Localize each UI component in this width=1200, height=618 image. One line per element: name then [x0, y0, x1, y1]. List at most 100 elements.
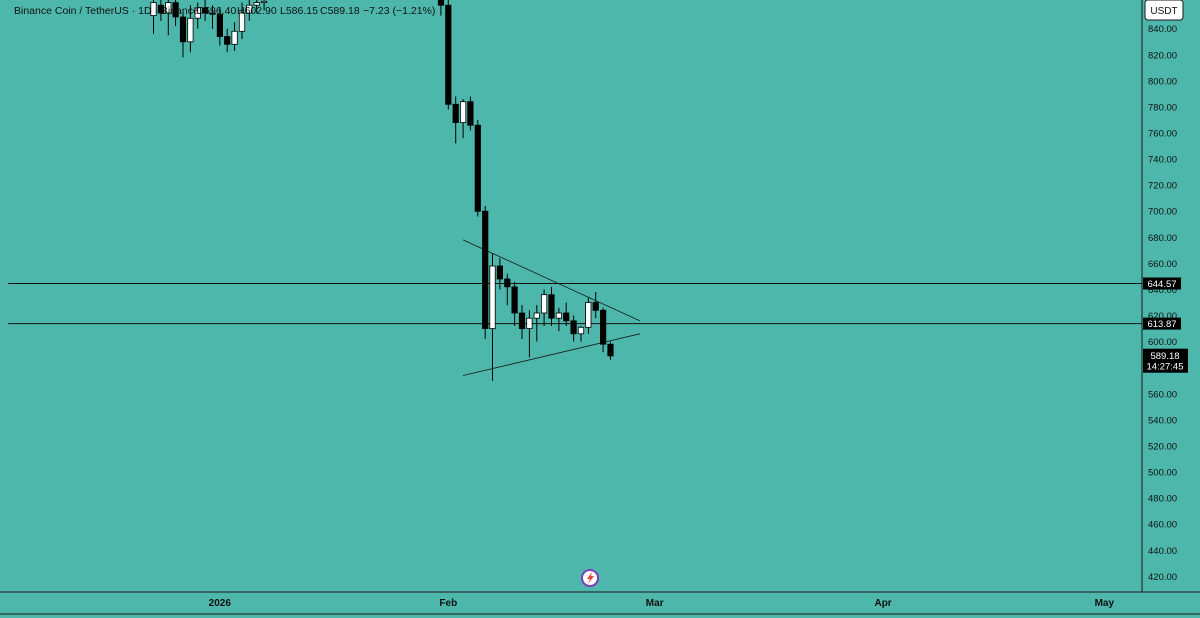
level-price-tag-label: 644.57 [1147, 279, 1176, 290]
last-price-label: 589.18 [1150, 351, 1179, 362]
x-tick-labels: 2026 Feb Mar Apr May [209, 598, 1115, 609]
candle-body [459, 101, 467, 123]
candle-up [555, 307, 563, 332]
candle-down [209, 5, 216, 29]
candle-body [577, 326, 585, 335]
candle-countdown-label: 14:27:45 [1147, 362, 1184, 373]
x-tick-label: May [1095, 598, 1115, 609]
legend-close: C589.18 [320, 5, 360, 17]
candle-body [585, 302, 592, 328]
candle-body [592, 302, 599, 311]
candle-body [194, 7, 201, 19]
candle-body [467, 101, 474, 126]
candles-group [150, 0, 614, 381]
candle-down [172, 0, 179, 27]
candle-body [445, 4, 452, 105]
candle-down [563, 302, 570, 326]
candle-down [201, 0, 209, 21]
candle-body [570, 320, 577, 335]
candle-body [511, 286, 518, 314]
candle-down [504, 273, 511, 306]
candle-down [600, 307, 607, 353]
candle-body [246, 4, 253, 14]
candle-up [187, 5, 194, 53]
candle-up [165, 0, 172, 36]
plot-area[interactable] [0, 0, 1142, 592]
candle-body [187, 17, 194, 43]
candle-down [224, 28, 231, 53]
y-tick-label: 620.00 [1148, 311, 1177, 322]
candle-down [511, 281, 518, 326]
candle-body [489, 265, 496, 329]
candle-body [482, 210, 489, 329]
candle-down [445, 0, 452, 110]
legend-high: H602.90 [237, 5, 277, 17]
candle-body [157, 4, 164, 14]
candle-body [209, 12, 216, 15]
candle-body [172, 2, 179, 18]
candle-body [216, 13, 223, 37]
y-tick-label: 760.00 [1148, 129, 1177, 140]
candle-body [496, 265, 504, 280]
candle-body [600, 309, 607, 345]
y-tick-label: 780.00 [1148, 102, 1177, 113]
level-price-tag [1143, 317, 1181, 330]
candle-body [504, 278, 511, 288]
x-tick-label: Apr [874, 598, 891, 609]
level-price-tag [1143, 277, 1181, 290]
y-tick-label: 680.00 [1148, 233, 1177, 244]
candle-up [231, 22, 238, 51]
brand-logo-icon[interactable] [581, 569, 599, 587]
price-axis[interactable] [1142, 0, 1200, 592]
candle-down [467, 96, 474, 131]
candle-body [533, 312, 540, 319]
candle-up [541, 289, 548, 326]
candle-down [518, 305, 526, 339]
candle-body [526, 317, 533, 330]
candle-down [570, 315, 577, 342]
legend-symbol: Binance Coin / TetherUS · 1D · Binance [14, 5, 199, 17]
candle-up [585, 297, 592, 334]
x-tick-label: Mar [646, 598, 664, 609]
candle-body [474, 124, 481, 212]
last-price-tag [1143, 348, 1188, 373]
currency-button[interactable] [1144, 0, 1184, 21]
candle-up [489, 253, 496, 381]
candle-down [437, 0, 445, 16]
candle-body [165, 2, 172, 14]
y-tick-label: 480.00 [1148, 494, 1177, 505]
candle-body [224, 36, 231, 45]
candle-up [253, 0, 260, 13]
candle-body [201, 7, 209, 14]
candle-down [496, 258, 504, 290]
candle-body [541, 294, 548, 314]
legend-low: L586.15 [280, 5, 318, 17]
level-price-tag-label: 613.87 [1147, 319, 1176, 330]
candle-down [157, 0, 164, 21]
candle-body [260, 0, 268, 3]
candle-down [452, 96, 459, 144]
legend-open: O596.40 [196, 5, 236, 17]
candle-body [607, 343, 614, 357]
candle-body [452, 103, 459, 124]
x-tick-label: 2026 [209, 598, 232, 609]
y-tick-label: 640.00 [1148, 285, 1177, 296]
y-tick-labels: 840.00 820.00 800.00 780.00 760.00 740.00 720.… [1148, 24, 1177, 583]
candle-down [482, 206, 489, 339]
candle-body [231, 30, 238, 45]
candle-up [194, 2, 201, 29]
y-tick-label: 540.00 [1148, 415, 1177, 426]
y-tick-label: 800.00 [1148, 76, 1177, 87]
y-tick-label: 520.00 [1148, 442, 1177, 453]
candle-up [459, 99, 467, 139]
candle-body [437, 0, 445, 6]
y-tick-label: 660.00 [1148, 259, 1177, 270]
candle-up [577, 326, 585, 342]
candle-body [150, 2, 157, 16]
legend-change: −7.23 (−1.21%) [363, 5, 435, 17]
candle-body [555, 312, 563, 319]
y-tick-label: 740.00 [1148, 155, 1177, 166]
